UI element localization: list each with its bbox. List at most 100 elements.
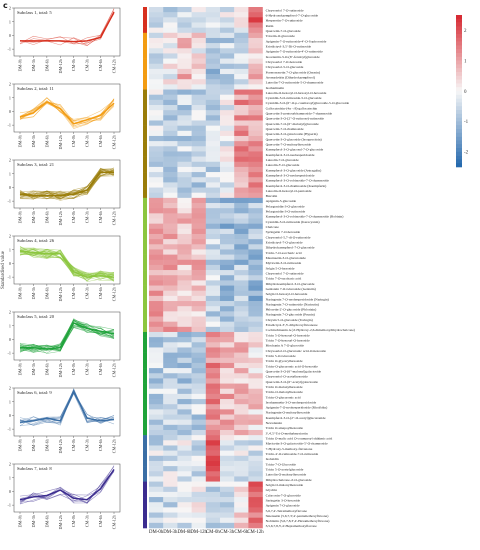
heatmap-cell <box>191 491 206 498</box>
y-tick-label: -1 <box>8 199 12 204</box>
heatmap-cell <box>177 301 192 307</box>
x-tick-label: CM-6h <box>98 210 103 223</box>
group-bar <box>143 481 147 488</box>
heatmap-cell <box>220 388 235 395</box>
heatmap-cell <box>163 53 178 59</box>
heatmap-cell <box>163 399 178 405</box>
heatmap-cell <box>234 383 249 390</box>
heatmap-cell <box>191 244 206 250</box>
heatmap-cell <box>234 486 249 493</box>
heatmap-cell <box>191 316 206 322</box>
heatmap-cell <box>220 120 235 126</box>
heatmap-cell <box>205 68 221 75</box>
heatmap-cell <box>248 466 263 472</box>
group-bar <box>143 275 147 281</box>
y-tick-label: -1 <box>8 427 12 432</box>
heatmap-cell <box>177 208 192 214</box>
heatmap-cell <box>220 12 235 18</box>
group-bar <box>143 48 147 54</box>
colorbar-tick-label: -2 <box>464 151 469 156</box>
group-bar <box>143 409 147 415</box>
heatmap-cell <box>177 316 192 322</box>
x-tick-label: CM-12h <box>112 438 117 453</box>
heatmap-cell <box>149 17 164 23</box>
heatmap-cell <box>177 270 192 276</box>
heatmap-cell <box>205 84 221 90</box>
row-label: Kaempferol-3-O-neohesperidoside <box>266 173 315 177</box>
colorbar-segment <box>456 98 462 103</box>
colorbar-segment <box>456 64 462 69</box>
heatmap-cell <box>248 43 263 49</box>
heatmap-cell <box>248 331 263 338</box>
heatmap-cell <box>149 146 164 152</box>
heatmap-cell <box>191 331 206 338</box>
heatmap-cell <box>163 419 178 426</box>
heatmap-cell <box>248 512 263 518</box>
heatmap-cell <box>149 481 164 488</box>
heatmap-cell <box>248 249 263 255</box>
heatmap-cell <box>234 290 249 297</box>
group-bar <box>143 326 147 333</box>
group-bar <box>143 233 147 240</box>
colorbar-segment <box>456 45 462 50</box>
heatmap-cell <box>248 486 263 493</box>
row-label: Tricin O-malic acid O-coumaroyl shikimic… <box>266 437 333 441</box>
heatmap-cell <box>163 197 178 204</box>
row-label: Tricin 5-O-hexosyl-O-hexoside <box>266 333 311 337</box>
heatmap-cell <box>234 94 249 101</box>
heatmap-cell <box>163 388 178 395</box>
heatmap-cell <box>191 22 206 28</box>
heatmap-cell <box>177 440 192 446</box>
heatmap-cell <box>205 151 221 157</box>
heatmap-cell <box>234 192 249 199</box>
heatmap-cell <box>205 331 221 338</box>
heatmap-cell <box>163 481 178 488</box>
heatmap-cell <box>234 141 249 147</box>
heatmap-cell <box>163 48 178 54</box>
row-label: Cochinchinenin A (4'-Hydroxy-2,6-dimetho… <box>266 328 356 333</box>
heatmap-cell <box>149 311 164 317</box>
group-bar <box>143 94 147 101</box>
heatmap-cell <box>177 471 192 477</box>
heatmap-cell <box>205 414 221 420</box>
heatmap-cell <box>163 342 178 348</box>
heatmap-cell <box>163 120 178 126</box>
heatmap-cell <box>163 491 178 498</box>
group-bar <box>143 507 147 513</box>
heatmap-cell <box>149 151 164 157</box>
group-bar <box>143 63 147 70</box>
group-bar <box>143 388 147 395</box>
heatmap-cell <box>191 249 206 255</box>
group-bar <box>143 435 147 441</box>
heatmap-cell <box>149 115 164 121</box>
heatmap-cell <box>163 68 178 75</box>
heatmap-cell <box>205 429 221 436</box>
row-label: Nobiletin (5,6,7,8,3',4'-Hexamethoxyflav… <box>266 519 331 524</box>
group-bar <box>143 12 147 18</box>
heatmap-cell <box>234 409 249 415</box>
colorbar-segment <box>456 15 462 20</box>
heatmap-cell <box>177 326 192 333</box>
heatmap-cell <box>248 301 263 307</box>
y-tick-label: 1 <box>9 95 11 100</box>
group-bar <box>143 223 147 230</box>
heatmap-cell <box>149 502 164 508</box>
x-tick-label: CM-6h <box>98 438 103 451</box>
heatmap-cell <box>177 254 192 261</box>
heatmap-cell <box>177 99 192 106</box>
heatmap-cell <box>248 115 263 121</box>
heatmap-cell <box>248 429 263 436</box>
heatmap-cell <box>234 424 249 431</box>
heatmap-cell <box>220 326 235 333</box>
heatmap-cell <box>177 460 192 467</box>
row-label: Rutin <box>266 24 274 28</box>
group-bar <box>143 182 147 188</box>
y-tick-label: 1 <box>9 19 11 24</box>
heatmap-cell <box>149 285 164 292</box>
group-bar <box>143 497 147 503</box>
heatmap-cell <box>234 522 249 529</box>
heatmap-cell <box>234 79 249 85</box>
group-bar <box>143 337 147 343</box>
heatmap-cell <box>248 12 263 18</box>
heatmap-cell <box>234 177 249 183</box>
